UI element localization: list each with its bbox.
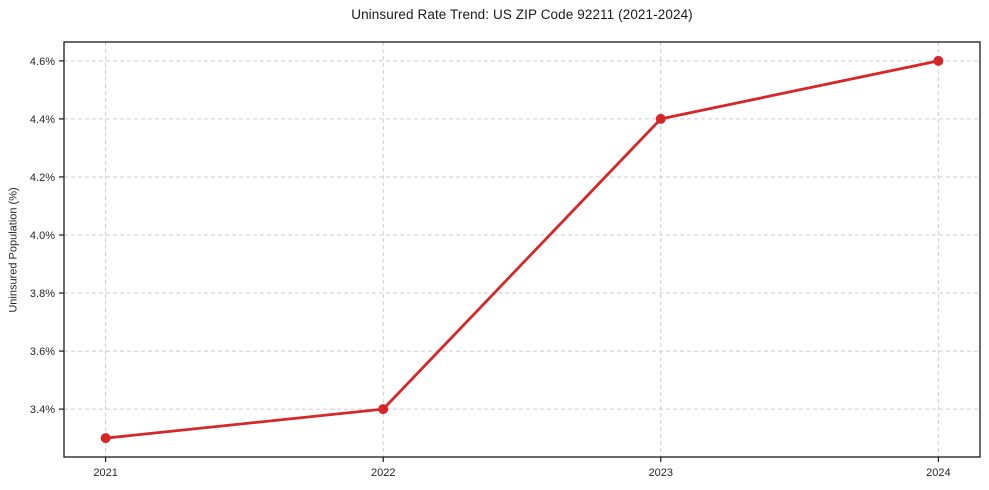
x-tick-label: 2021 — [93, 467, 117, 479]
plot-border — [63, 41, 981, 458]
y-tick-label: 4.2% — [30, 172, 55, 184]
trend-line — [104, 59, 940, 440]
y-tick-label: 3.6% — [30, 346, 55, 358]
y-tick-label: 4.6% — [30, 56, 55, 68]
y-tick-label: 4.0% — [30, 230, 55, 242]
data-point — [655, 113, 666, 124]
x-tick-label: 2023 — [649, 467, 673, 479]
y-tick-label: 3.4% — [30, 404, 55, 416]
x-tick-label: 2024 — [926, 467, 950, 479]
y-tick-label: 3.8% — [30, 288, 55, 300]
chart-title: Uninsured Rate Trend: US ZIP Code 92211 … — [351, 7, 693, 22]
x-tick-label: 2022 — [371, 467, 395, 479]
data-point — [100, 433, 111, 444]
data-point — [378, 404, 389, 415]
y-tick-label: 4.4% — [30, 114, 55, 126]
data-point — [933, 55, 944, 66]
